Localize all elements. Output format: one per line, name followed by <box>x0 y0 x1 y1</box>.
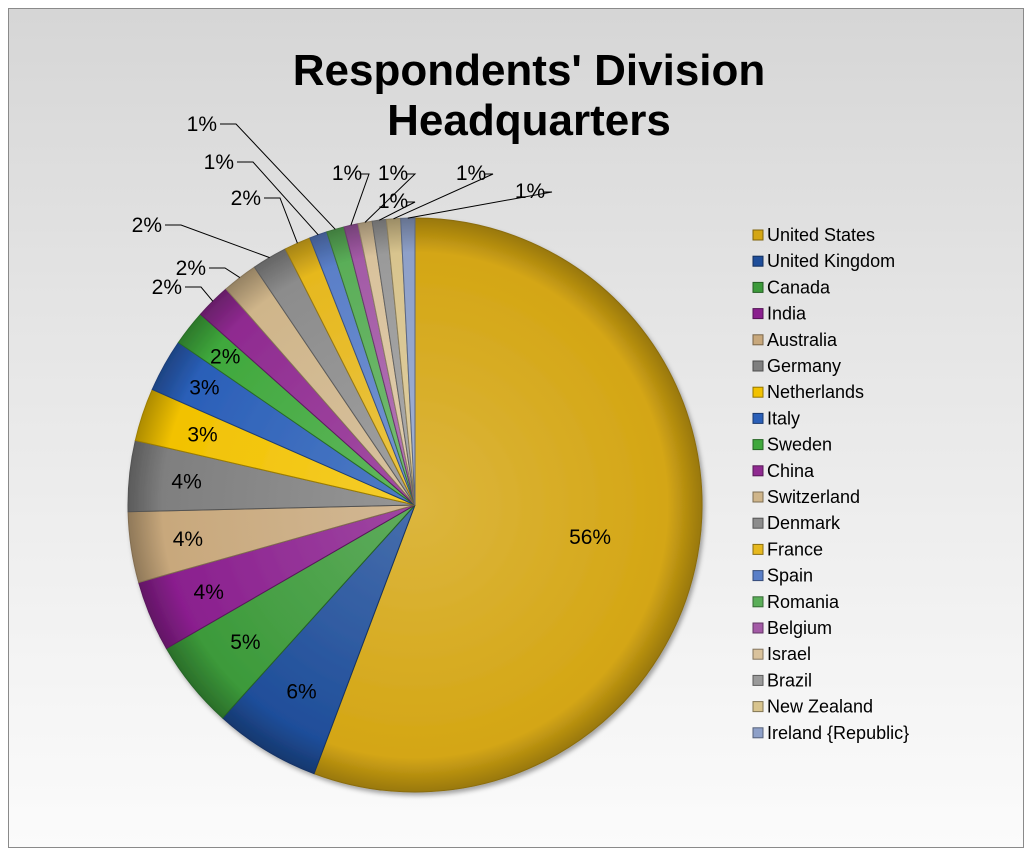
legend-label-italy: Italy <box>767 408 800 428</box>
leader-line-israel <box>364 173 417 223</box>
pie-chart: Respondents' Division Headquarters 56% 6%… <box>127 46 909 793</box>
pie-slice-united-states <box>313 217 703 793</box>
legend-label-netherlands: Netherlands <box>767 382 864 402</box>
data-label-new-zealand: 1% <box>456 162 486 185</box>
data-label-france: 2% <box>231 187 261 210</box>
legend-label-belgium: Belgium <box>767 618 832 638</box>
leader-line-new-zealand <box>393 173 494 220</box>
leader-line-ireland-republic <box>407 191 553 219</box>
legend-swatch-brazil <box>752 674 764 686</box>
data-label-australia: 4% <box>173 528 203 551</box>
legend-label-united-states: United States <box>767 225 875 245</box>
legend-swatch-united-states <box>752 229 764 241</box>
data-label-germany: 4% <box>171 471 201 494</box>
legend-label-sweden: Sweden <box>767 435 832 455</box>
data-label-israel: 1% <box>378 162 408 185</box>
chart-title-line-2: Headquarters <box>387 96 671 145</box>
legend-label-china: China <box>767 461 815 481</box>
chart-title: Respondents' Division Headquarters <box>293 46 766 145</box>
pie-slices <box>127 217 703 793</box>
leader-line-brazil <box>378 201 416 221</box>
legend-label-spain: Spain <box>767 566 813 586</box>
legend-swatch-spain <box>752 570 764 582</box>
legend-swatch-new-zealand <box>752 701 764 713</box>
legend-swatch-canada <box>752 281 764 293</box>
legend-swatch-denmark <box>752 517 764 529</box>
leader-line-denmark <box>165 224 270 259</box>
legend-swatch-israel <box>752 648 764 660</box>
data-label-romania: 1% <box>187 113 217 136</box>
legend-label-brazil: Brazil <box>767 670 812 690</box>
data-label-italy: 3% <box>189 377 219 400</box>
leader-line-china <box>185 286 214 302</box>
legend-swatch-australia <box>752 334 764 346</box>
data-label-belgium: 1% <box>332 162 362 185</box>
data-label-denmark: 2% <box>132 214 162 237</box>
legend-label-new-zealand: New Zealand <box>767 697 873 717</box>
data-labels: 56%6%5%4%4%4%3%3%2%2%2%2%2%1%1%1% 1%1%1%1… <box>132 113 611 703</box>
legend-swatch-belgium <box>752 622 764 634</box>
legend-label-romania: Romania <box>767 592 840 612</box>
data-label-netherlands: 3% <box>187 424 217 447</box>
leader-lines <box>165 123 553 302</box>
legend-swatch-sweden <box>752 439 764 451</box>
legend-swatch-romania <box>752 596 764 608</box>
legend-label-ireland-republic: Ireland {Republic} <box>767 723 909 743</box>
data-label-india: 4% <box>194 581 224 604</box>
data-label-switzerland: 2% <box>176 257 206 280</box>
legend-swatch-india <box>752 308 764 320</box>
legend-label-canada: Canada <box>767 277 831 297</box>
data-label-canada: 5% <box>230 631 260 654</box>
data-label-spain: 1% <box>204 151 234 174</box>
data-label-sweden: 2% <box>210 345 240 368</box>
legend-label-denmark: Denmark <box>767 513 841 533</box>
leader-line-switzerland <box>209 267 241 279</box>
leader-line-belgium <box>350 173 370 226</box>
legend-swatch-germany <box>752 360 764 372</box>
legend-label-australia: Australia <box>767 330 838 350</box>
legend-swatch-france <box>752 543 764 555</box>
legend-label-germany: Germany <box>767 356 841 376</box>
legend-swatch-china <box>752 465 764 477</box>
legend-swatch-netherlands <box>752 386 764 398</box>
data-label-ireland-republic: 1% <box>515 180 545 203</box>
legend-label-france: France <box>767 539 823 559</box>
legend-label-india: India <box>767 304 807 324</box>
leader-line-romania <box>220 123 336 230</box>
legend-label-united-kingdom: United Kingdom <box>767 251 895 271</box>
data-label-united-states: 56% <box>569 526 611 549</box>
chart-title-line-1: Respondents' Division <box>293 46 766 95</box>
legend-swatch-united-kingdom <box>752 255 764 267</box>
data-label-china: 2% <box>152 276 182 299</box>
legend-label-switzerland: Switzerland <box>767 487 860 507</box>
chart-area: Respondents' Division Headquarters 56% 6%… <box>8 8 1024 848</box>
legend-label-israel: Israel <box>767 644 811 664</box>
legend-swatch-italy <box>752 412 764 424</box>
data-label-brazil: 1% <box>378 190 408 213</box>
legend-swatch-switzerland <box>752 491 764 503</box>
data-label-united-kingdom: 6% <box>286 680 316 703</box>
leader-line-spain <box>237 161 319 236</box>
legend: United States United Kingdom Canada India Au… <box>752 225 909 743</box>
legend-swatch-ireland-republic <box>752 727 764 739</box>
leader-line-france <box>264 197 298 244</box>
